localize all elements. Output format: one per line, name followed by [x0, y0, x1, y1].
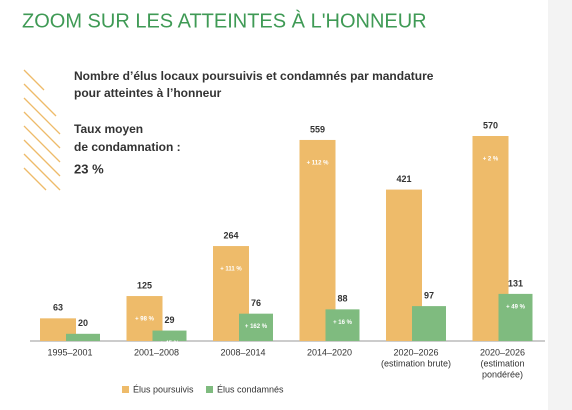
value-label: 97 — [424, 290, 434, 300]
value-label: 29 — [164, 315, 174, 325]
legend-swatch — [206, 386, 213, 393]
legend-label: Élus condamnés — [217, 384, 284, 394]
bar — [239, 313, 273, 341]
x-tick-label: 2001–2008 — [134, 347, 179, 357]
bar — [152, 330, 187, 341]
decor-stripes — [23, 69, 61, 191]
x-tick-label: 1995–2001 — [47, 347, 92, 357]
legend-swatch — [122, 386, 129, 393]
subtitle: pour atteintes à l’honneur — [74, 86, 222, 100]
subtitle: Nombre d’élus locaux poursuivis et conda… — [74, 69, 434, 83]
x-tick-label: 2014–2020 — [307, 347, 352, 357]
value-label: 63 — [53, 303, 63, 313]
value-label: 20 — [78, 318, 88, 328]
value-label: 125 — [137, 280, 152, 290]
x-tick-label: (estimation brute) — [381, 358, 451, 368]
growth-label: + 2 % — [483, 157, 499, 163]
annotation: de condamnation : — [74, 140, 181, 154]
x-tick-label: 2020–2026 — [480, 347, 525, 357]
bar — [498, 293, 533, 341]
growth-label: + 162 % — [245, 324, 268, 330]
value-label: 559 — [310, 124, 325, 134]
value-label: 264 — [223, 230, 238, 240]
legend-label: Élus poursuivis — [133, 384, 194, 394]
x-tick-label: pondérée) — [482, 369, 523, 379]
value-label: 570 — [483, 120, 498, 130]
growth-label: + 112 % — [307, 161, 330, 167]
side-strip — [548, 0, 572, 410]
x-tick-label: 2008–2014 — [220, 347, 265, 357]
growth-label: + 98 % — [135, 317, 155, 323]
bar — [412, 306, 446, 341]
annotation: 23 % — [74, 161, 104, 176]
growth-label: + 16 % — [333, 320, 353, 326]
value-label: 88 — [337, 294, 347, 304]
chart-title: ZOOM SUR LES ATTEINTES À L'HONNEUR — [22, 9, 427, 32]
x-tick-label: (estimation — [480, 358, 524, 368]
growth-label: + 45 % — [160, 341, 180, 347]
annotation: Taux moyen — [74, 122, 143, 136]
growth-label: + 111 % — [220, 267, 242, 273]
bar — [325, 309, 360, 341]
growth-label: + 49 % — [506, 304, 526, 310]
x-tick-label: 2020–2026 — [393, 347, 438, 357]
value-label: 76 — [251, 298, 261, 308]
value-label: 421 — [396, 174, 411, 184]
value-label: 131 — [508, 278, 523, 288]
bar — [66, 333, 100, 341]
bar — [299, 139, 336, 341]
